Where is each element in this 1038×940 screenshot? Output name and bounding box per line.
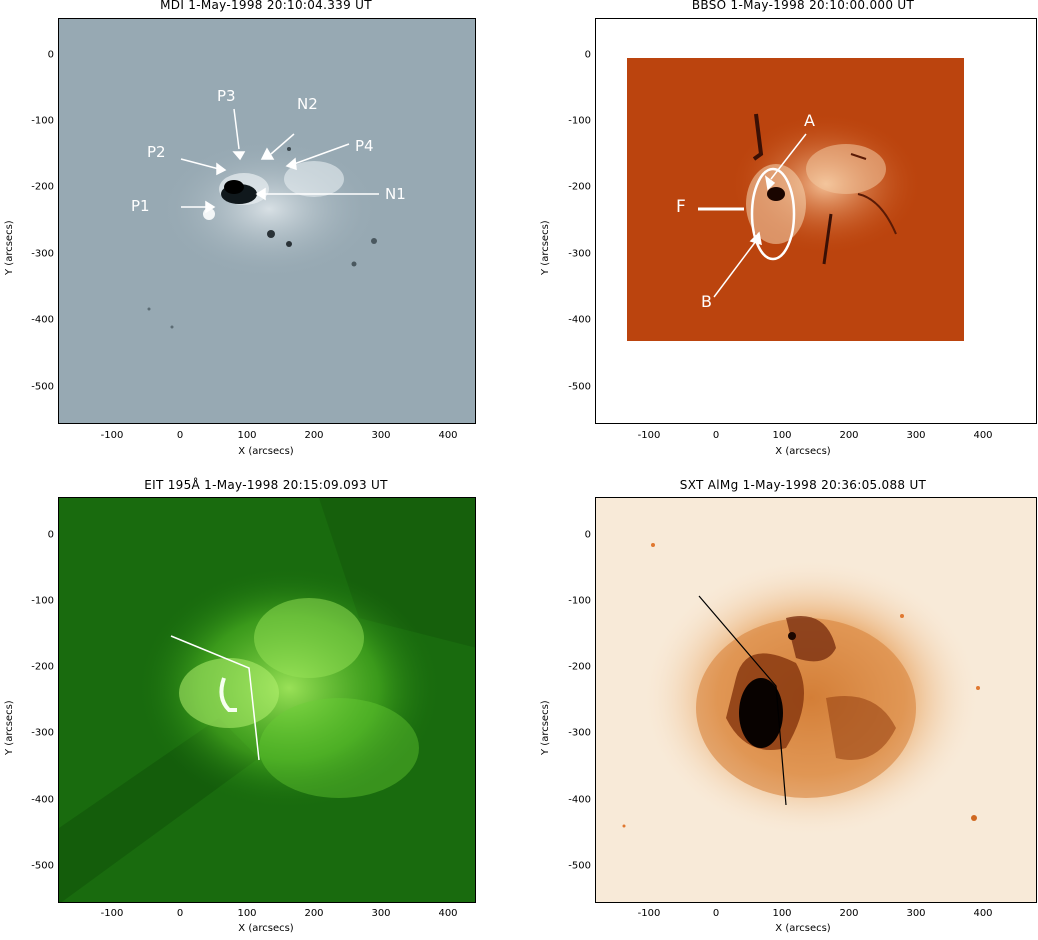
label-p3: P3	[217, 87, 236, 105]
flare-ribbon	[219, 677, 237, 712]
xtick: -100	[637, 430, 661, 441]
ytick: -200	[568, 661, 591, 673]
ytick: 0	[47, 49, 54, 61]
xtick: 200	[304, 908, 324, 919]
label-p4: P4	[355, 137, 374, 155]
ytick: -500	[31, 381, 54, 393]
xtick: 200	[839, 430, 859, 441]
label-p1: P1	[131, 197, 150, 215]
euv-svg	[59, 498, 475, 902]
panel-title: SXT AlMg 1-May-1998 20:36:05.088 UT	[679, 478, 927, 492]
xtick: 400	[438, 430, 458, 441]
xtick: 100	[237, 430, 257, 441]
label-a: A	[804, 111, 815, 130]
label-n1: N1	[385, 185, 406, 203]
ytick: -100	[568, 115, 591, 127]
x-axis-label: X (arcsecs)	[775, 923, 831, 934]
ytick: 0	[584, 49, 591, 61]
label-p2: P2	[147, 143, 166, 161]
xtick: 400	[973, 430, 993, 441]
magnetogram-svg	[147, 108, 379, 329]
xtick: 100	[772, 908, 792, 919]
panel-title: EIT 195Å 1-May-1998 20:15:09.093 UT	[144, 478, 388, 492]
ytick: -500	[568, 381, 591, 393]
sunspot	[767, 187, 785, 201]
halpha-svg	[627, 58, 964, 341]
xtick: -100	[637, 908, 661, 919]
y-axis-label: Y (arcsecs)	[540, 700, 551, 755]
plage-region	[159, 139, 379, 279]
y-axis-label: Y (arcsecs)	[4, 700, 15, 755]
panel-title: MDI 1-May-1998 20:10:04.339 UT	[160, 0, 372, 12]
y-axis-label: Y (arcsecs)	[4, 220, 15, 275]
ytick: -300	[31, 727, 54, 739]
slice-cut	[698, 595, 787, 806]
x-axis-label: X (arcsecs)	[775, 446, 831, 457]
flare-ellipse	[750, 167, 796, 261]
ytick: -200	[568, 181, 591, 193]
xtick: 300	[906, 908, 926, 919]
xtick: 400	[973, 908, 993, 919]
x-axis-label: X (arcsecs)	[238, 446, 294, 457]
label-b: B	[701, 292, 712, 311]
slice-cut	[170, 635, 260, 761]
xtick: 0	[176, 430, 184, 441]
ytick: 0	[584, 529, 591, 541]
xtick: 300	[906, 430, 926, 441]
magnetogram-image: P3 N2 P2 P4 P1 N1	[58, 18, 476, 424]
ytick: -400	[568, 314, 591, 326]
panel-title: BBSO 1-May-1998 20:10:00.000 UT	[691, 0, 915, 12]
ytick: -400	[31, 314, 54, 326]
xray-image	[595, 497, 1037, 903]
annotation-arrows	[698, 133, 807, 298]
ytick: -200	[31, 661, 54, 673]
xtick: 200	[304, 430, 324, 441]
x-axis-label: X (arcsecs)	[238, 923, 294, 934]
ytick: -500	[31, 860, 54, 872]
xtick: -100	[100, 430, 124, 441]
euv-image	[58, 497, 476, 903]
xtick: 100	[772, 430, 792, 441]
xtick: 100	[237, 908, 257, 919]
ytick: -400	[31, 794, 54, 806]
xtick: 0	[176, 908, 184, 919]
label-n2: N2	[297, 95, 318, 113]
halpha-frame: A F B	[595, 18, 1037, 424]
ytick: -100	[31, 595, 54, 607]
y-axis-label: Y (arcsecs)	[540, 220, 551, 275]
ytick: 0	[47, 529, 54, 541]
xtick: 300	[371, 430, 391, 441]
active-region-loops	[139, 568, 439, 808]
ytick: -500	[568, 860, 591, 872]
xray-svg	[622, 543, 981, 838]
xtick: 300	[371, 908, 391, 919]
xtick: 400	[438, 908, 458, 919]
ytick: -300	[568, 727, 591, 739]
ytick: -300	[568, 248, 591, 260]
ytick: -100	[568, 595, 591, 607]
ytick: -200	[31, 181, 54, 193]
ytick: -100	[31, 115, 54, 127]
bright-kernel	[739, 678, 783, 748]
xtick: 0	[712, 908, 720, 919]
xtick: 200	[839, 908, 859, 919]
annotation-arrows	[180, 108, 379, 214]
ytick: -400	[568, 794, 591, 806]
label-f: F	[676, 197, 686, 217]
ytick: -300	[31, 248, 54, 260]
xtick: -100	[100, 908, 124, 919]
xtick: 0	[712, 430, 720, 441]
